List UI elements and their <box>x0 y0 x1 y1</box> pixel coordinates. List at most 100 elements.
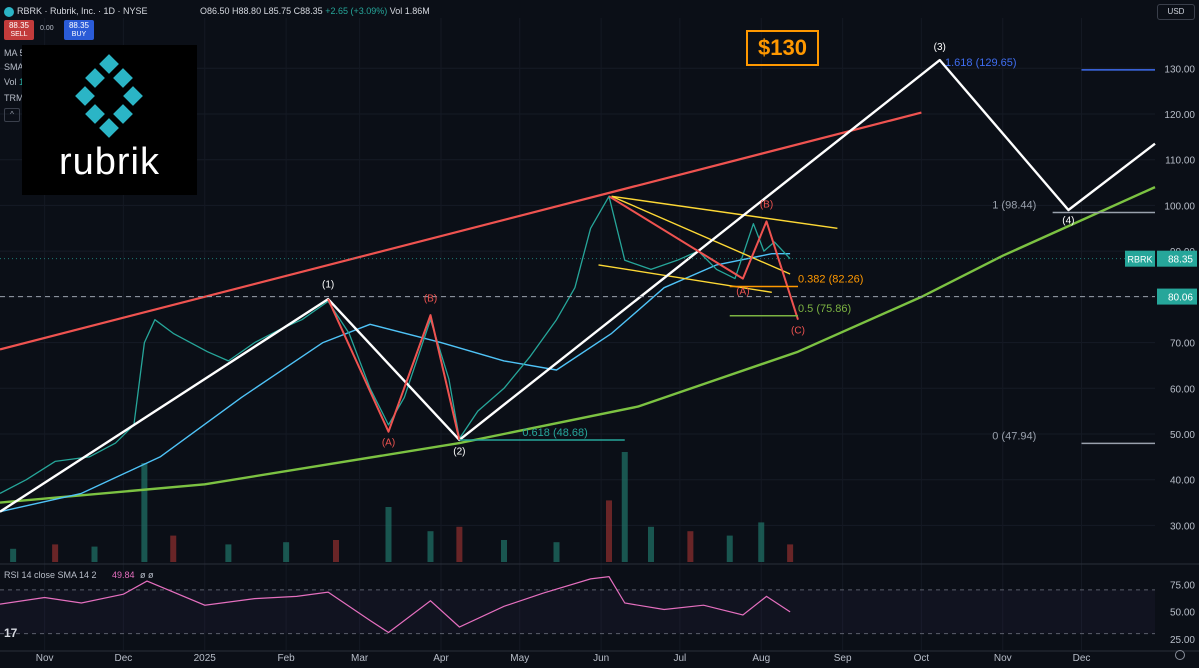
settings-icon[interactable] <box>1175 650 1185 660</box>
price-target-label: $130 <box>746 30 819 66</box>
price-tick-label: 50.00 <box>1170 430 1195 441</box>
volume-bar <box>606 500 612 562</box>
time-tick-label: Apr <box>433 653 449 663</box>
fib-level-label: 0.5 (75.86) <box>798 303 851 315</box>
volume-bar <box>687 531 694 562</box>
wave-label: (1) <box>322 280 334 291</box>
rsi-legend-value: 49.84 <box>112 570 135 580</box>
time-tick-label: Feb <box>278 653 296 663</box>
price-tick-label: 100.00 <box>1164 201 1195 212</box>
ohlc-volume: Vol 1.86M <box>389 6 430 16</box>
rsi-line <box>0 576 791 634</box>
fib-level-label: 1 (98.44) <box>992 200 1036 212</box>
symbol-line: RBRK · Rubrik, Inc. · 1D · NYSE <box>17 6 148 16</box>
ohlc-change: +2.65 (+3.09%) <box>325 6 388 16</box>
ma50-line <box>0 252 791 513</box>
time-tick-label: May <box>510 653 529 663</box>
time-tick-label: 2025 <box>194 653 217 663</box>
volume-bar <box>553 542 560 562</box>
rsi-tick-label: 75.00 <box>1170 580 1195 591</box>
rsi-legend-tail: ø ø <box>140 570 154 580</box>
rsi-tick-label: 25.00 <box>1170 635 1195 646</box>
indicator-label: Vol <box>4 77 20 87</box>
level-tag-label: 80.06 <box>1168 293 1193 304</box>
time-tick-label: Jun <box>593 653 609 663</box>
rsi-band <box>0 589 1155 634</box>
sell-price: 88.35 <box>8 21 30 30</box>
sell-button[interactable]: 88.35 SELL <box>4 20 34 40</box>
price-tick-label: 30.00 <box>1170 521 1195 532</box>
wave-label: (4) <box>1062 216 1074 227</box>
tradingview-logo-icon[interactable]: 17 <box>4 626 18 640</box>
price-tick-label: 110.00 <box>1165 156 1195 167</box>
fib-level-label: 1.618 (129.65) <box>945 57 1017 69</box>
trend-line-red <box>0 111 922 351</box>
symbol-title[interactable]: RBRK · Rubrik, Inc. · 1D · NYSE <box>4 4 148 18</box>
volume-bar <box>10 548 17 562</box>
buy-price: 88.35 <box>68 21 90 30</box>
level-tag <box>1157 288 1197 305</box>
volume-bar <box>170 535 177 562</box>
volume-bar <box>648 526 654 562</box>
ohlc-open: O86.50 <box>200 6 230 16</box>
volume-bar <box>427 531 434 562</box>
symbol-logo-icon <box>4 6 14 17</box>
time-tick-label: Aug <box>752 653 770 663</box>
last-price-symbol: RBRK <box>1127 255 1152 265</box>
buy-button[interactable]: 88.35 BUY <box>64 20 94 40</box>
fib-level-label: 0.382 (82.26) <box>798 274 863 286</box>
rubrik-wordmark: rubrik <box>58 141 161 183</box>
ohlc-readout: O86.50 H88.80 L85.75 C88.35 +2.65 (+3.09… <box>200 4 430 18</box>
volume-bar <box>225 544 232 562</box>
wave-label: (B) <box>424 293 437 304</box>
wave-abc-red <box>327 298 461 441</box>
buy-label: BUY <box>71 31 87 38</box>
time-tick-label: Oct <box>914 653 930 663</box>
price-tick-label: 120.00 <box>1164 110 1195 121</box>
wave-abc-red-2 <box>608 195 799 321</box>
time-tick-label: Sep <box>834 653 852 663</box>
volume-bar <box>726 535 733 562</box>
time-tick-label: Nov <box>36 653 54 663</box>
price-tick-label: 130.00 <box>1164 64 1195 75</box>
volume-bar <box>787 544 794 562</box>
time-tick-label: Nov <box>994 653 1012 663</box>
volume-bar <box>501 540 507 562</box>
volume-bar <box>333 540 339 562</box>
price-tick-label: 60.00 <box>1170 384 1195 395</box>
ohlc-high: H88.80 <box>232 6 262 16</box>
elliott-wave-white <box>0 58 1156 513</box>
volume-bar <box>283 542 290 562</box>
volume-bar <box>456 526 463 562</box>
volume-bar <box>621 452 628 562</box>
currency-selector[interactable]: USD <box>1157 4 1195 20</box>
spread-value: 0.00 <box>40 25 54 32</box>
channel-line-yellow <box>611 195 838 229</box>
wave-label: (A) <box>382 437 395 448</box>
volume-bar <box>141 463 148 562</box>
wave-label: (3) <box>934 42 946 53</box>
price-line <box>0 195 791 494</box>
rubrik-mark-icon <box>75 54 143 138</box>
support-curve-green <box>0 186 1156 504</box>
time-tick-label: Dec <box>1073 653 1091 663</box>
wave-label: (A) <box>736 287 749 298</box>
volume-bar <box>758 522 765 562</box>
wave-label: (2) <box>453 447 465 458</box>
ohlc-low: L85.75 <box>263 6 292 16</box>
rsi-legend-label: RSI 14 close SMA 14 2 <box>4 570 97 580</box>
fib-level-label: 0.618 (48.68) <box>522 427 587 439</box>
ohlc-close: C88.35 <box>293 6 323 16</box>
collapse-legend-button[interactable]: ^ <box>4 108 20 122</box>
rubrik-logo: rubrik <box>22 45 197 195</box>
volume-bar <box>52 544 59 562</box>
time-tick-label: Mar <box>351 653 369 663</box>
volume-bar <box>91 546 98 562</box>
time-tick-label: Dec <box>114 653 132 663</box>
wave-label: (B) <box>760 200 773 211</box>
last-price-tag <box>1157 250 1197 267</box>
volume-bar <box>385 507 392 562</box>
last-price-label: 88.35 <box>1168 255 1193 266</box>
price-tick-label: 40.00 <box>1170 476 1195 487</box>
last-price-symbol-tag <box>1125 250 1155 267</box>
